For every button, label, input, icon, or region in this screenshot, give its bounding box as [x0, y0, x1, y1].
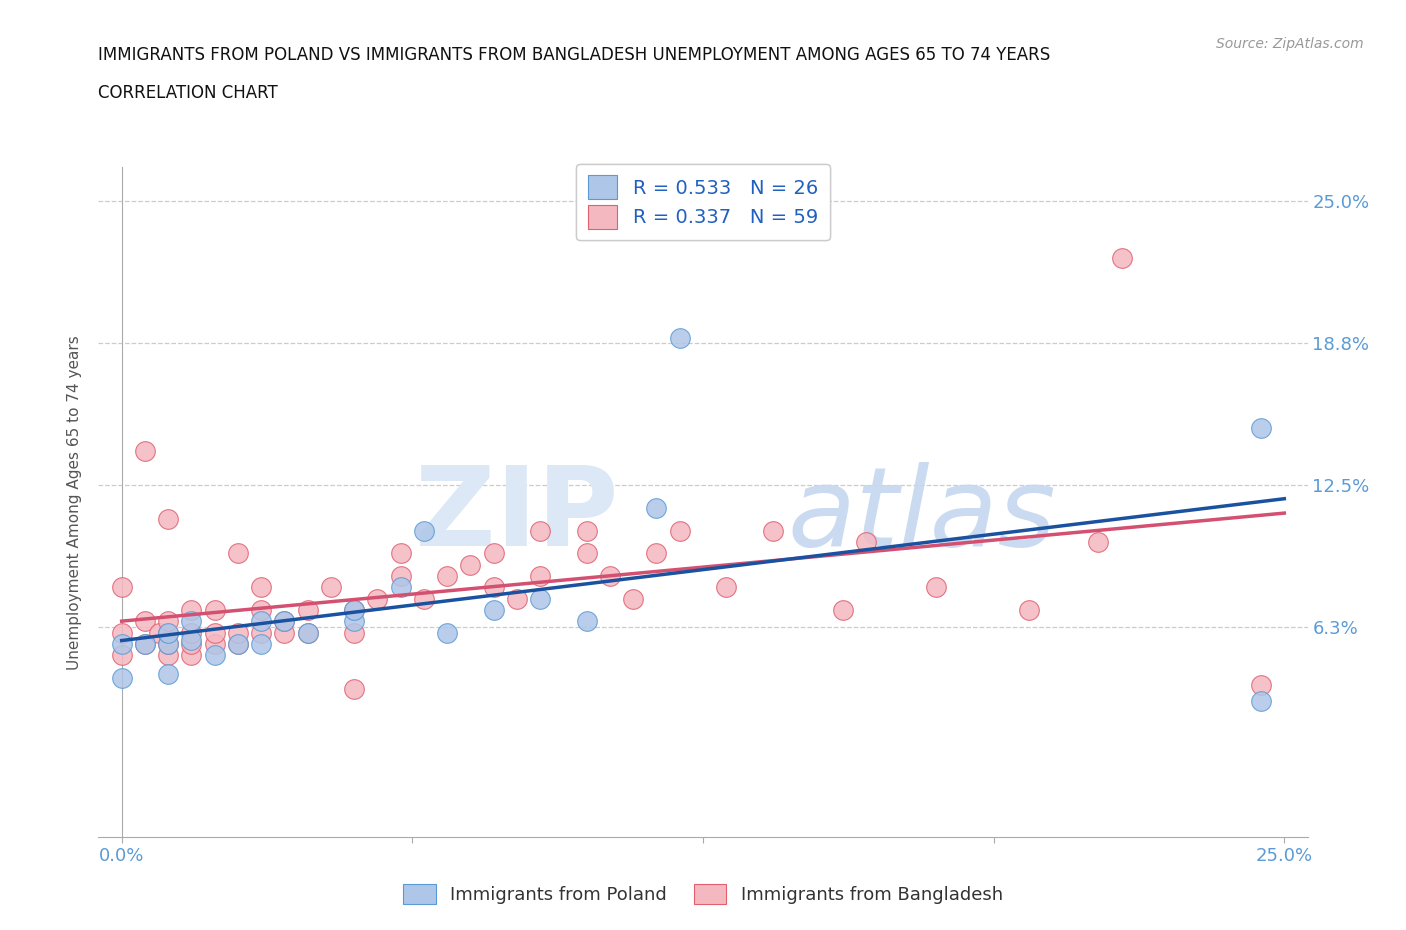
Point: [1250, 677, 1272, 692]
Point: [413, 591, 436, 606]
Point: [250, 637, 273, 652]
Text: Source: ZipAtlas.com: Source: ZipAtlas.com: [1216, 37, 1364, 51]
Point: [157, 625, 180, 640]
Point: [529, 524, 551, 538]
Point: [855, 535, 877, 550]
Point: [413, 524, 436, 538]
Point: [134, 637, 156, 652]
Point: [226, 637, 249, 652]
Point: [157, 666, 180, 681]
Point: [1087, 535, 1109, 550]
Point: [297, 625, 319, 640]
Point: [668, 524, 690, 538]
Point: [111, 648, 134, 663]
Point: [204, 648, 226, 663]
Point: [645, 500, 668, 515]
Point: [157, 648, 180, 663]
Point: [436, 625, 458, 640]
Point: [273, 614, 295, 629]
Point: [668, 330, 690, 345]
Point: [343, 614, 366, 629]
Text: atlas: atlas: [787, 462, 1056, 569]
Point: [250, 580, 273, 595]
Point: [506, 591, 529, 606]
Point: [366, 591, 388, 606]
Point: [180, 603, 202, 618]
Point: [273, 614, 295, 629]
Point: [148, 625, 170, 640]
Point: [716, 580, 738, 595]
Point: [226, 625, 249, 640]
Point: [297, 603, 319, 618]
Y-axis label: Unemployment Among Ages 65 to 74 years: Unemployment Among Ages 65 to 74 years: [67, 335, 83, 670]
Point: [482, 603, 505, 618]
Point: [180, 625, 202, 640]
Text: IMMIGRANTS FROM POLAND VS IMMIGRANTS FROM BANGLADESH UNEMPLOYMENT AMONG AGES 65 : IMMIGRANTS FROM POLAND VS IMMIGRANTS FRO…: [98, 46, 1050, 64]
Point: [204, 637, 226, 652]
Point: [621, 591, 644, 606]
Point: [343, 625, 366, 640]
Point: [297, 625, 319, 640]
Point: [180, 614, 202, 629]
Point: [460, 557, 482, 572]
Point: [924, 580, 946, 595]
Point: [343, 682, 366, 697]
Point: [319, 580, 342, 595]
Point: [762, 524, 785, 538]
Point: [575, 524, 598, 538]
Point: [343, 603, 366, 618]
Point: [157, 614, 180, 629]
Point: [180, 648, 202, 663]
Point: [389, 580, 412, 595]
Point: [111, 580, 134, 595]
Point: [529, 591, 551, 606]
Point: [389, 546, 412, 561]
Point: [250, 625, 273, 640]
Point: [575, 614, 598, 629]
Point: [831, 603, 853, 618]
Point: [343, 603, 366, 618]
Point: [529, 568, 551, 583]
Point: [389, 568, 412, 583]
Point: [157, 625, 180, 640]
Point: [180, 637, 202, 652]
Point: [157, 637, 180, 652]
Point: [204, 603, 226, 618]
Point: [1250, 694, 1272, 709]
Text: CORRELATION CHART: CORRELATION CHART: [98, 84, 278, 101]
Point: [111, 625, 134, 640]
Point: [111, 671, 134, 685]
Legend: R = 0.533   N = 26, R = 0.337   N = 59: R = 0.533 N = 26, R = 0.337 N = 59: [576, 164, 830, 240]
Point: [482, 580, 505, 595]
Point: [645, 546, 668, 561]
Point: [250, 603, 273, 618]
Point: [111, 637, 134, 652]
Point: [134, 614, 156, 629]
Point: [575, 546, 598, 561]
Point: [134, 444, 156, 458]
Text: ZIP: ZIP: [415, 462, 619, 569]
Point: [1018, 603, 1040, 618]
Point: [599, 568, 621, 583]
Point: [157, 637, 180, 652]
Point: [180, 632, 202, 647]
Point: [436, 568, 458, 583]
Point: [250, 614, 273, 629]
Point: [134, 637, 156, 652]
Point: [1111, 251, 1133, 266]
Point: [226, 637, 249, 652]
Point: [273, 625, 295, 640]
Point: [482, 546, 505, 561]
Legend: Immigrants from Poland, Immigrants from Bangladesh: Immigrants from Poland, Immigrants from …: [396, 876, 1010, 911]
Point: [157, 512, 180, 526]
Point: [204, 625, 226, 640]
Point: [1250, 421, 1272, 436]
Point: [226, 546, 249, 561]
